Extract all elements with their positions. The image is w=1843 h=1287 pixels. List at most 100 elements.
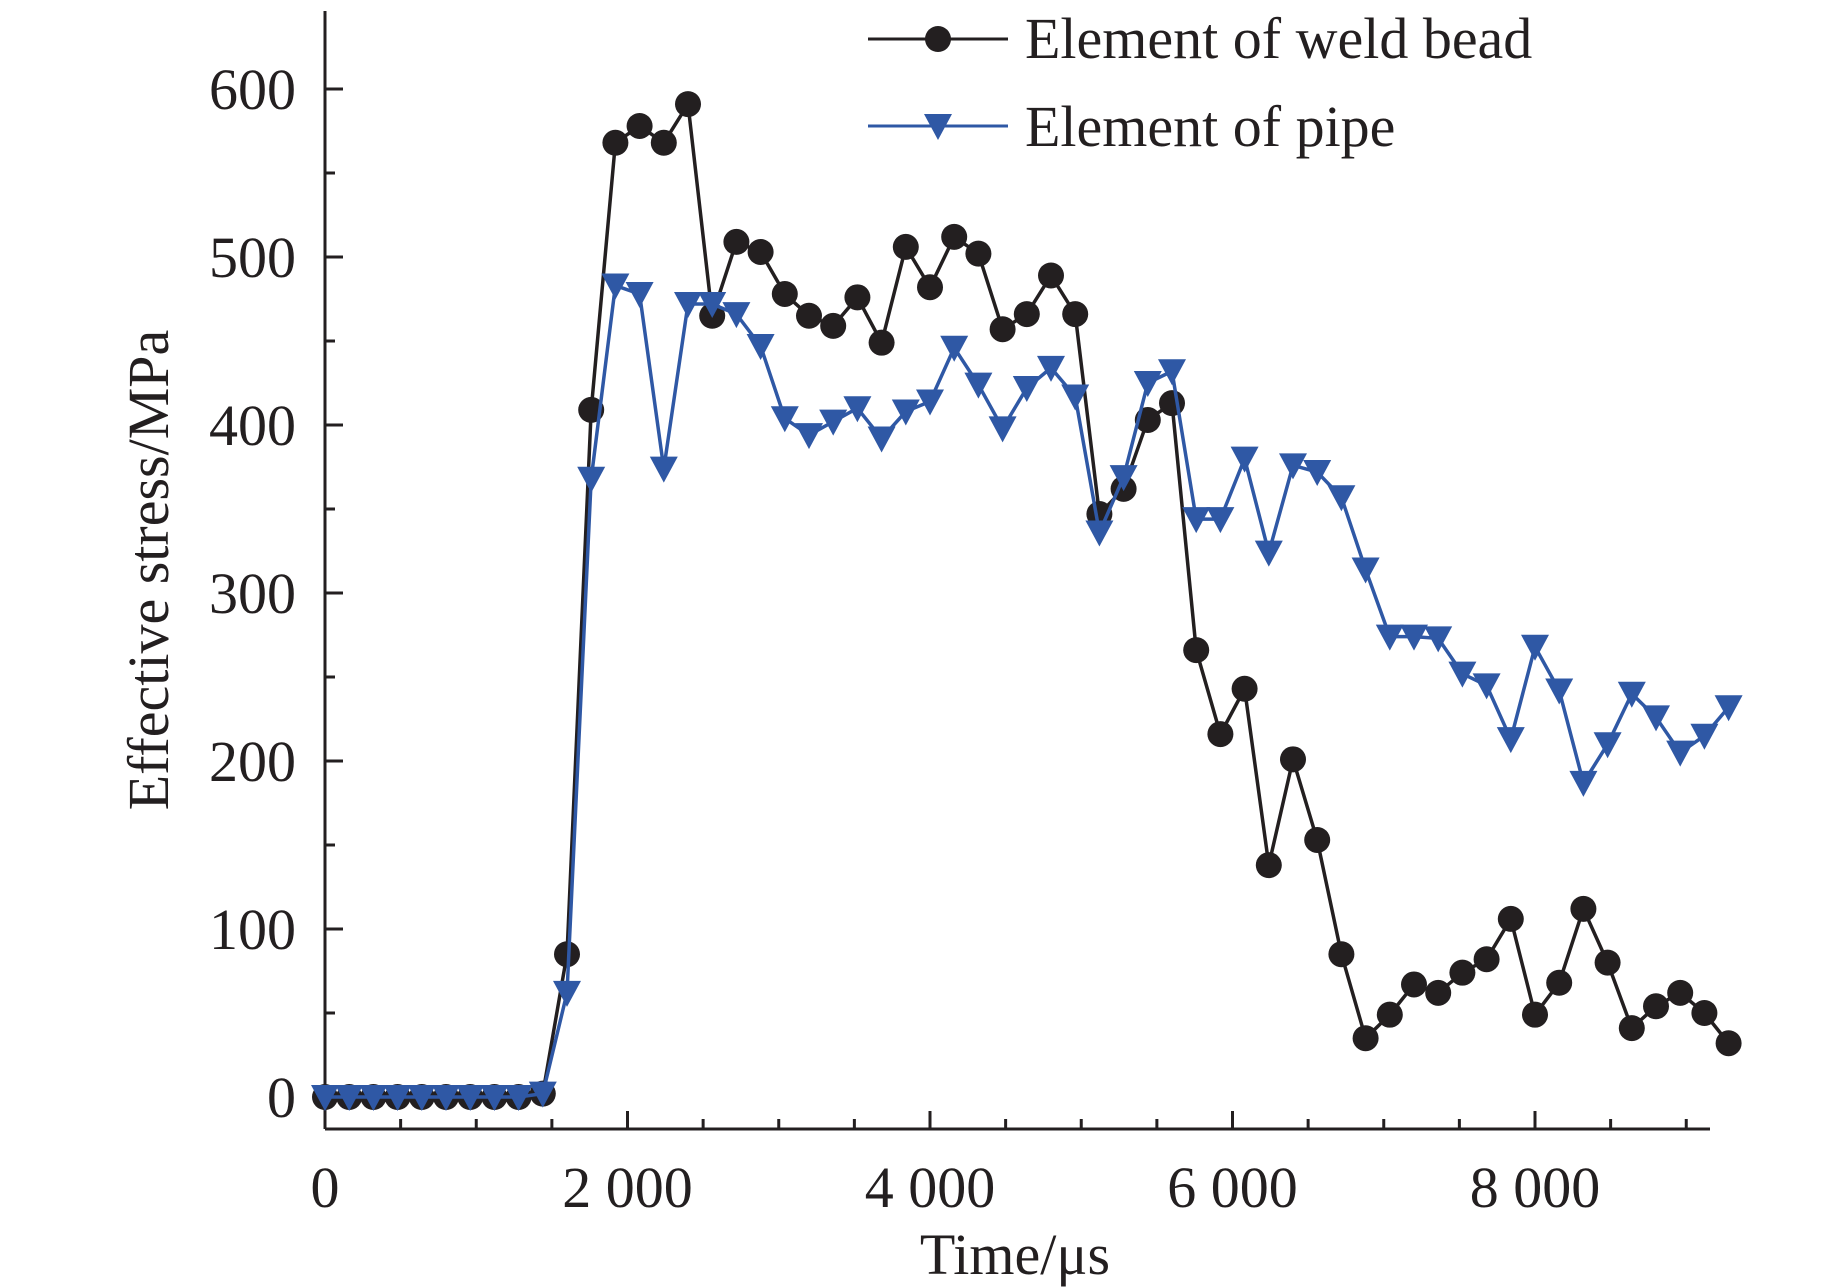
data-point-weld-bead	[1376, 1001, 1403, 1028]
x-axis-title: Time/μs	[920, 1222, 1110, 1287]
data-point-pipe	[625, 281, 654, 308]
data-point-pipe	[1012, 376, 1041, 403]
data-point-pipe	[1327, 485, 1356, 512]
data-point-weld-bead	[626, 112, 653, 139]
data-point-pipe	[1254, 540, 1283, 567]
series-pipe	[311, 273, 1743, 1111]
legend: Element of weld bead Element of pipe	[868, 6, 1532, 159]
data-point-weld-bead	[1643, 993, 1669, 1020]
data-point-pipe	[1642, 705, 1670, 732]
data-point-weld-bead	[1570, 895, 1597, 922]
data-point-pipe	[891, 399, 920, 426]
data-point-weld-bead	[650, 129, 677, 156]
data-point-weld-bead	[917, 274, 943, 301]
data-point-weld-bead	[1449, 959, 1476, 986]
data-point-weld-bead	[941, 223, 968, 250]
data-point-weld-bead	[892, 233, 919, 260]
data-point-pipe	[698, 292, 727, 319]
legend-marker-weld-bead	[925, 26, 951, 52]
data-point-weld-bead	[1255, 852, 1282, 879]
data-point-weld-bead	[1062, 301, 1089, 328]
x-tick-label: 2 000	[562, 1155, 693, 1220]
series-line-weld-bead	[325, 102, 1730, 1099]
data-point-weld-bead	[1304, 826, 1331, 853]
data-point-pipe	[1279, 453, 1307, 480]
data-point-pipe	[1545, 678, 1574, 705]
data-point-pipe	[1375, 624, 1404, 651]
data-point-weld-bead	[1038, 262, 1064, 289]
data-point-pipe	[867, 426, 896, 453]
data-point-pipe	[553, 980, 581, 1007]
x-ticks: 0 2 000 4 000 6 000 8 000	[311, 1111, 1688, 1220]
data-point-pipe	[1230, 446, 1259, 473]
data-point-pipe	[1690, 723, 1719, 750]
data-point-pipe	[1085, 520, 1114, 547]
data-point-pipe	[1424, 626, 1453, 653]
data-point-weld-bead	[1280, 746, 1306, 773]
legend-label-weld-bead: Element of weld bead	[1025, 6, 1532, 71]
data-point-pipe	[916, 389, 944, 416]
legend-marker-pipe	[924, 114, 952, 140]
y-tick-label: 100	[209, 897, 296, 962]
data-point-weld-bead	[965, 240, 992, 267]
x-tick-label: 4 000	[865, 1155, 996, 1220]
data-point-pipe	[1061, 384, 1090, 411]
x-tick-label: 0	[311, 1155, 340, 1220]
data-point-pipe	[456, 1085, 485, 1111]
data-point-weld-bead	[1691, 1000, 1718, 1026]
axes: 0 2 000 4 000 6 000 8 000 0 100 200 300 400 500 60…	[209, 11, 1710, 1220]
data-point-pipe	[1666, 740, 1695, 767]
y-tick-label: 600	[209, 57, 296, 122]
data-point-weld-bead	[747, 238, 774, 265]
data-point-pipe	[722, 302, 751, 329]
data-point-weld-bead	[771, 280, 798, 307]
data-point-pipe	[843, 396, 872, 423]
data-point-weld-bead	[1594, 949, 1621, 976]
data-point-weld-bead	[1667, 979, 1694, 1006]
data-point-weld-bead	[723, 228, 750, 255]
data-point-weld-bead	[1328, 941, 1355, 968]
data-point-pipe	[577, 466, 606, 493]
data-point-pipe	[1351, 557, 1380, 584]
data-point-pipe	[504, 1085, 533, 1111]
data-point-pipe	[1400, 624, 1428, 651]
data-point-pipe	[1496, 727, 1525, 754]
data-point-pipe	[1037, 355, 1065, 382]
legend-symbol-weld-bead	[925, 26, 951, 52]
data-point-pipe	[407, 1085, 436, 1111]
data-point-pipe	[940, 335, 969, 362]
data-point-pipe	[1182, 507, 1211, 534]
data-point-pipe	[1448, 661, 1477, 688]
data-point-pipe	[649, 456, 678, 483]
data-point-pipe	[770, 406, 799, 433]
data-point-pipe	[601, 273, 630, 300]
data-point-weld-bead	[1522, 1001, 1548, 1028]
data-point-pipe	[359, 1085, 388, 1111]
data-point-pipe	[988, 416, 1017, 443]
data-point-weld-bead	[820, 312, 847, 339]
data-point-weld-bead	[796, 302, 822, 329]
data-point-weld-bead	[1207, 721, 1234, 748]
data-point-pipe	[1617, 681, 1646, 708]
data-point-weld-bead	[844, 284, 871, 311]
data-point-weld-bead	[1425, 979, 1452, 1006]
data-point-weld-bead	[554, 941, 580, 968]
series-weld-bead	[312, 91, 1742, 1110]
y-tick-label: 300	[209, 561, 296, 626]
data-point-pipe	[480, 1085, 509, 1111]
x-tick-label: 6 000	[1167, 1155, 1298, 1220]
y-tick-label: 0	[267, 1065, 296, 1130]
data-point-weld-bead	[1497, 905, 1524, 932]
data-point-pipe	[1521, 634, 1549, 661]
data-point-pipe	[674, 292, 702, 319]
data-point-pipe	[964, 372, 993, 399]
data-point-pipe	[1303, 460, 1332, 487]
data-point-weld-bead	[1352, 1025, 1379, 1052]
data-point-pipe	[432, 1085, 460, 1111]
data-point-pipe	[1133, 371, 1162, 397]
data-point-pipe	[383, 1085, 412, 1111]
legend-item-pipe: Element of pipe	[868, 94, 1395, 159]
data-point-weld-bead	[1473, 946, 1500, 973]
data-point-pipe	[1158, 359, 1186, 386]
